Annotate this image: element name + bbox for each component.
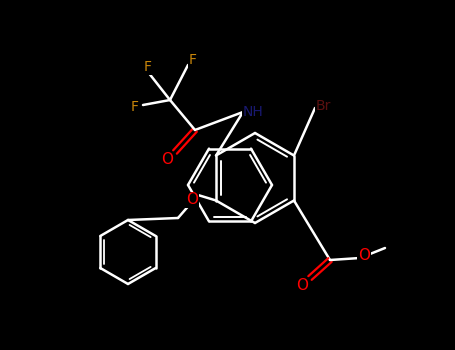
Text: Br: Br [315, 99, 331, 113]
Text: O: O [161, 153, 173, 168]
Text: NH: NH [243, 105, 263, 119]
Text: O: O [186, 193, 198, 208]
Text: F: F [131, 100, 139, 114]
Text: F: F [189, 53, 197, 67]
Text: F: F [144, 60, 152, 74]
Text: O: O [358, 248, 370, 264]
Text: O: O [296, 279, 308, 294]
